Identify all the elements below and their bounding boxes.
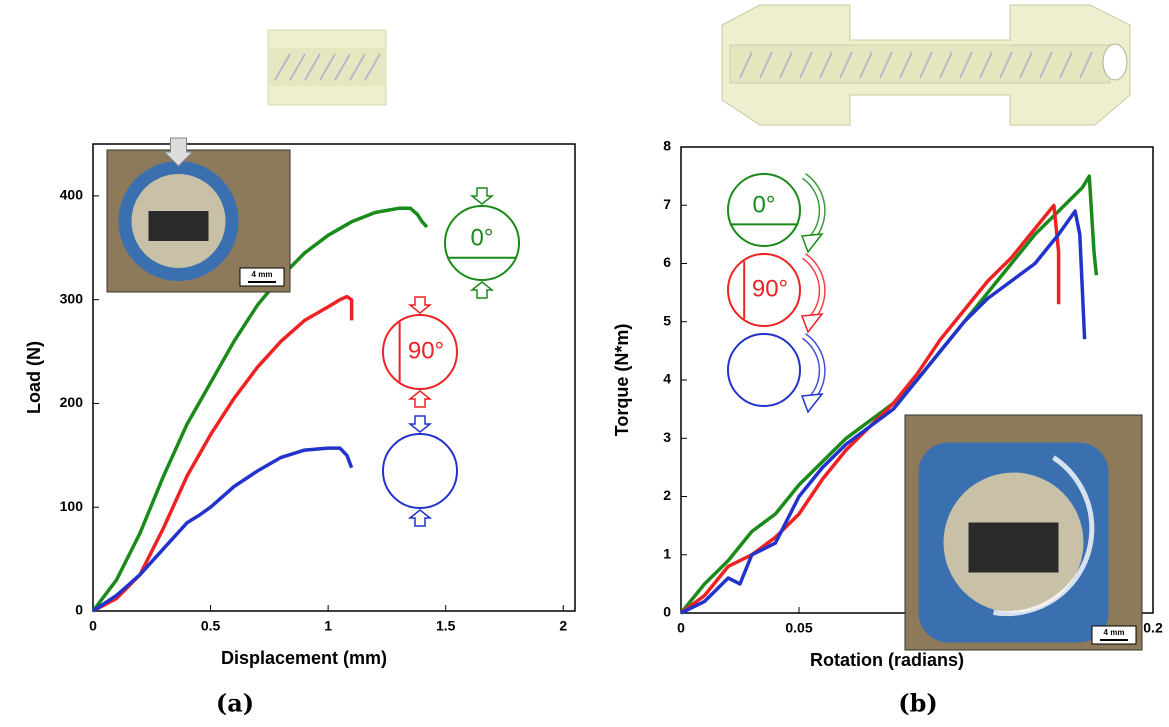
twist-arrow-head [800,313,824,334]
x-axis-label: Displacement (mm) [221,648,387,668]
x-tick-label: 2 [559,618,567,634]
load-arrow [469,187,495,205]
legend-circle [727,333,801,407]
scale-label: 4 mm [1104,628,1125,637]
x-tick-label: 0.05 [785,620,812,636]
y-tick-label: 400 [60,187,84,203]
y-tick-label: 300 [60,290,84,306]
series-line [92,446,354,613]
twist-arrow-inner [802,174,825,240]
x-tick-label: 0.2 [1143,620,1163,636]
y-tick-label: 200 [60,394,84,410]
series-line [91,206,429,613]
twist-arrow-inner [802,334,825,400]
load-arrow [469,281,495,299]
load-arrow [163,137,194,167]
y-tick-label: 0 [75,602,83,618]
x-tick-label: 0 [89,618,97,634]
inset-photo: 4 mm [904,414,1143,651]
inset-photo: 4 mm [106,149,291,293]
load-arrow [407,296,433,314]
legend-symbol: 0° [727,173,826,254]
x-tick-label: 0.5 [201,618,221,634]
twist-arrow-inner [802,254,825,320]
legend-symbol [382,415,458,527]
twist-arrow-head [800,233,824,254]
y-tick-label: 8 [663,138,671,154]
series-line [680,209,1087,615]
y-tick-label: 1 [663,545,671,561]
legend-symbol: 90° [727,253,826,334]
y-tick-label: 6 [663,254,671,270]
y-tick-label: 100 [60,498,84,514]
legend-symbol: 90° [382,296,458,408]
tube-render [267,29,387,106]
scale-label: 4 mm [252,270,273,279]
x-tick-label: 1.5 [436,618,456,634]
caption: (b) [898,689,938,718]
x-tick-label: 1 [324,618,332,634]
tube-inner [148,211,209,241]
y-axis-label: Torque (N*m) [612,324,632,437]
legend-symbol [727,333,826,414]
legend-label: 0° [471,224,494,251]
x-tick-label: 0 [677,620,685,636]
legend-circle [382,314,458,390]
y-tick-label: 2 [663,487,671,503]
y-tick-label: 0 [663,604,671,620]
load-arrow [407,509,433,527]
x-axis-label: Rotation (radians) [810,650,964,670]
y-tick-label: 7 [663,196,671,212]
tube-inner [968,522,1059,573]
series-line [679,203,1061,615]
load-arrow [407,415,433,433]
plot-frame [92,143,576,612]
legend-circle [727,253,801,327]
legend-symbol: 0° [444,187,520,299]
legend-circle [382,433,458,509]
chart: 0 0.5 1 1.5 2 0 100 200 300 400 Displacement (mm) L… [24,137,576,718]
series-line [92,294,354,613]
y-tick-label: 4 [663,371,671,387]
twist-arrow [993,455,1095,617]
legend-label: 0° [753,191,776,218]
legend-label: 90° [408,337,444,364]
legend-circle [727,173,801,247]
twist-arrow-head [800,393,824,414]
legend-circle [444,205,520,281]
y-axis-label: Load (N) [24,341,44,414]
legend-label: 90° [752,275,788,302]
load-arrow [407,390,433,408]
dumbbell-render [721,4,1131,126]
caption: (a) [216,689,254,718]
y-tick-label: 5 [663,312,671,328]
y-tick-label: 3 [663,429,671,445]
